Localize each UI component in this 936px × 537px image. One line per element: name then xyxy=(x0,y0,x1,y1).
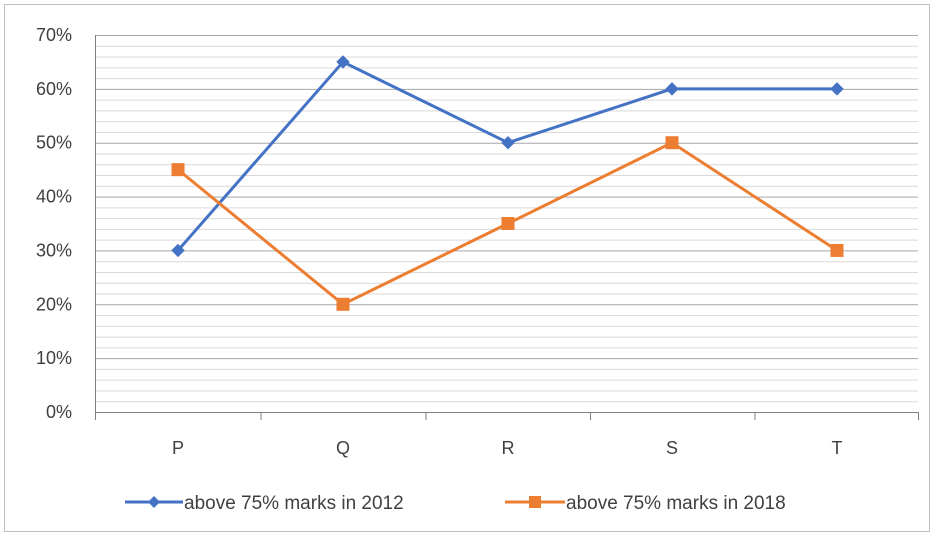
x-tick-label: P xyxy=(172,438,184,458)
legend-marker xyxy=(529,496,541,508)
legend-label: above 75% marks in 2018 xyxy=(566,493,786,514)
legend-marker xyxy=(148,496,160,508)
y-tick-label: 50% xyxy=(36,133,72,153)
data-point xyxy=(830,82,844,96)
y-tick-label: 20% xyxy=(36,294,72,314)
series-2 xyxy=(171,136,844,311)
data-point xyxy=(501,217,515,230)
legend-item: above 75% marks in 2018 xyxy=(505,493,786,514)
data-point xyxy=(501,136,515,150)
data-point xyxy=(336,55,350,69)
legend-item: above 75% marks in 2012 xyxy=(125,493,404,514)
x-axis-tick-labels: P Q R S T xyxy=(172,438,843,458)
x-tick-label: S xyxy=(666,438,678,458)
axes xyxy=(95,35,919,420)
x-tick-label: T xyxy=(832,438,843,458)
minor-gridlines xyxy=(95,45,918,403)
data-point xyxy=(171,163,185,177)
data-point xyxy=(665,136,679,150)
y-tick-label: 30% xyxy=(36,240,72,260)
data-point xyxy=(336,297,350,311)
legend-label: above 75% marks in 2012 xyxy=(184,493,404,514)
series-layer xyxy=(171,55,844,311)
x-tick-label: R xyxy=(502,438,515,458)
y-tick-label: 0% xyxy=(46,402,72,422)
y-tick-label: 60% xyxy=(36,79,72,99)
data-point xyxy=(171,243,185,258)
data-point xyxy=(665,82,679,96)
x-tick-label: Q xyxy=(336,438,350,458)
y-tick-label: 40% xyxy=(36,187,72,207)
chart-frame xyxy=(4,4,930,532)
y-axis-tick-labels: 0% 10% 20% 30% 40% 50% 60% 70% xyxy=(36,25,72,422)
y-tick-label: 70% xyxy=(36,25,72,45)
data-point xyxy=(830,243,844,257)
series-1 xyxy=(171,55,844,258)
major-gridlines xyxy=(95,35,918,360)
y-tick-label: 10% xyxy=(36,348,72,368)
legend: above 75% marks in 2012 above 75% marks i… xyxy=(125,493,786,514)
